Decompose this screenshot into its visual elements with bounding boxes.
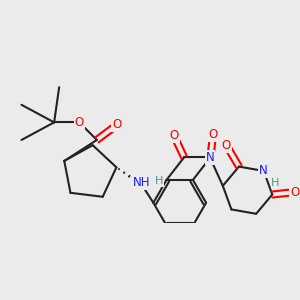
- Text: NH: NH: [133, 176, 151, 189]
- Text: O: O: [112, 118, 122, 131]
- Text: H: H: [271, 178, 280, 188]
- Text: O: O: [75, 116, 84, 129]
- Text: O: O: [169, 130, 179, 142]
- Text: O: O: [290, 185, 299, 199]
- Text: N: N: [259, 164, 268, 177]
- Text: H: H: [154, 176, 163, 186]
- Text: N: N: [206, 151, 214, 164]
- Text: O: O: [208, 128, 217, 141]
- Text: O: O: [222, 139, 231, 152]
